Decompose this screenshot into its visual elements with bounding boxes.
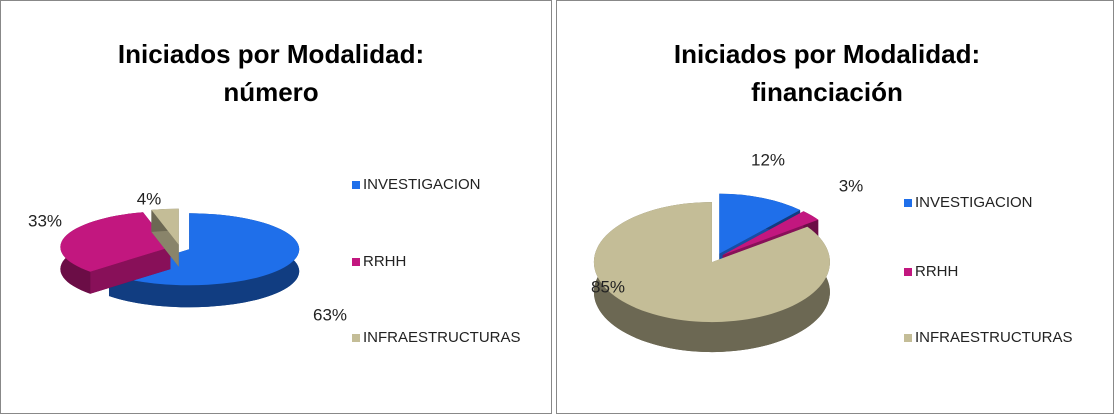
- data-label: 63%: [313, 305, 347, 324]
- data-label: 12%: [751, 150, 785, 169]
- legend-label: INVESTIGACION: [363, 176, 481, 193]
- slice-top: [719, 193, 801, 254]
- legend-swatch: [352, 181, 360, 189]
- slice-top: [151, 208, 179, 245]
- chart-title: Iniciados por Modalidad: financiación: [673, 39, 981, 107]
- data-label: 3%: [839, 176, 864, 195]
- legend-label: RRHH: [363, 253, 406, 270]
- legend-swatch: [352, 334, 360, 342]
- pie-slice: [151, 208, 179, 267]
- chart-panel: Iniciados por Modalidad: financiación: [556, 0, 1114, 414]
- data-label: 33%: [28, 211, 62, 230]
- legend-label: RRHH: [915, 263, 958, 280]
- legend-label: INFRAESTRUCTURAS: [363, 329, 521, 346]
- legend-swatch: [352, 258, 360, 266]
- legend-label: INFRAESTRUCTURAS: [915, 329, 1073, 346]
- chart-panel: Iniciados por Modalidad: número: [0, 0, 552, 414]
- slice-top: [60, 212, 171, 272]
- legend-swatch: [904, 268, 912, 276]
- pie-slice: [60, 212, 171, 294]
- slice-top: [722, 211, 819, 255]
- legend-label: INVESTIGACION: [915, 194, 1033, 211]
- slice-top: [593, 202, 830, 323]
- chart-title: Iniciados por Modalidad: número: [117, 39, 425, 107]
- pie-slice: [593, 202, 830, 353]
- legend-swatch: [904, 334, 912, 342]
- data-label: 85%: [591, 277, 625, 296]
- data-label: 4%: [137, 189, 162, 208]
- legend-swatch: [904, 199, 912, 207]
- slice-wall: [90, 247, 171, 294]
